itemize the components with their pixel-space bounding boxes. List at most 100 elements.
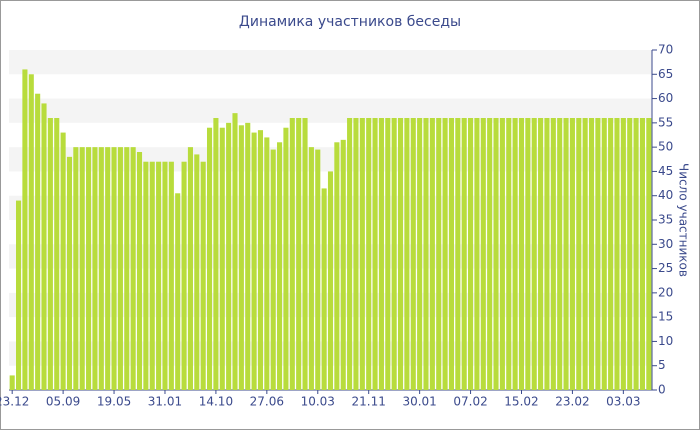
bar	[238, 125, 244, 391]
bar	[639, 118, 645, 390]
y-tick-label: 35	[658, 213, 673, 227]
y-tick-label: 70	[658, 43, 673, 57]
bar	[213, 118, 219, 390]
bar	[54, 118, 60, 390]
bar	[60, 132, 66, 391]
bar	[143, 161, 149, 390]
bar	[378, 118, 384, 390]
bar	[162, 161, 168, 390]
bar	[270, 149, 276, 390]
y-tick-label: 65	[658, 67, 673, 81]
x-tick-label: 21.11	[352, 395, 386, 409]
bar	[538, 118, 544, 390]
x-tick-label: 03.03	[606, 395, 640, 409]
bar	[372, 118, 378, 390]
bar	[506, 118, 512, 390]
y-axis-title: Число участников	[677, 163, 691, 277]
bar	[232, 113, 238, 391]
x-tick-label: 07.02	[453, 395, 487, 409]
x-tick-label: 27.06	[250, 395, 284, 409]
bar	[627, 118, 633, 390]
bar	[308, 147, 314, 390]
bar	[499, 118, 505, 390]
bar	[608, 118, 614, 390]
x-tick-label: 23.12	[0, 395, 29, 409]
bar	[550, 118, 556, 390]
bar	[493, 118, 499, 390]
y-tick-label: 20	[658, 285, 673, 299]
bar	[9, 375, 15, 390]
bar	[468, 118, 474, 390]
bar	[226, 122, 232, 390]
bar	[136, 152, 143, 390]
y-tick-label: 50	[658, 140, 673, 154]
bar	[86, 147, 92, 390]
bar	[557, 118, 563, 390]
x-tick-label: 15.02	[504, 395, 538, 409]
bar	[423, 118, 429, 390]
bar	[410, 118, 416, 390]
bar	[257, 130, 264, 390]
bar	[156, 161, 162, 390]
bar	[111, 147, 117, 390]
bar	[296, 118, 302, 390]
bar	[429, 118, 435, 390]
bar	[105, 147, 111, 390]
bar	[518, 118, 525, 390]
bar	[601, 118, 607, 390]
bar	[448, 118, 455, 390]
y-tick-label: 10	[658, 334, 673, 348]
y-tick-label: 15	[658, 310, 673, 324]
bar	[206, 127, 213, 390]
bar	[455, 118, 461, 390]
bar	[391, 118, 397, 390]
bar	[245, 122, 251, 390]
x-tick-label: 30.01	[402, 395, 436, 409]
y-tick-label: 40	[658, 188, 673, 202]
bar	[461, 118, 467, 390]
bar	[480, 118, 486, 390]
bar	[251, 132, 257, 391]
bar	[595, 118, 601, 390]
bar	[79, 147, 85, 390]
x-tick-label: 05.09	[46, 395, 80, 409]
y-tick-label: 5	[658, 358, 666, 372]
bar	[366, 118, 372, 390]
bar	[512, 118, 518, 390]
bar	[66, 156, 73, 390]
bar	[73, 147, 79, 390]
bar	[181, 161, 187, 390]
x-tick-label: 14.10	[199, 395, 233, 409]
bar	[582, 118, 588, 390]
bar	[264, 137, 270, 390]
bar	[531, 118, 537, 390]
bar	[340, 139, 346, 390]
bar	[633, 118, 639, 390]
bar	[404, 118, 410, 390]
bar	[194, 154, 200, 390]
bar	[321, 188, 327, 390]
grid-band	[9, 50, 652, 75]
bar	[219, 127, 225, 390]
bar	[487, 118, 493, 390]
bar	[334, 142, 340, 390]
bar	[41, 103, 47, 390]
bar	[124, 147, 130, 390]
y-tick-label: 60	[658, 91, 673, 105]
y-tick-label: 25	[658, 261, 673, 275]
bar	[16, 200, 22, 390]
bar	[588, 118, 595, 390]
bar	[187, 147, 193, 390]
bar	[347, 118, 353, 390]
bar	[359, 118, 365, 390]
y-tick-label: 55	[658, 115, 673, 129]
bar	[289, 118, 295, 390]
bar	[646, 118, 652, 390]
bar	[98, 147, 104, 390]
bar	[117, 147, 123, 390]
bar	[35, 93, 41, 390]
x-tick-label: 31.01	[148, 395, 182, 409]
bar	[353, 118, 359, 390]
bar	[327, 171, 334, 390]
bar	[569, 118, 575, 390]
